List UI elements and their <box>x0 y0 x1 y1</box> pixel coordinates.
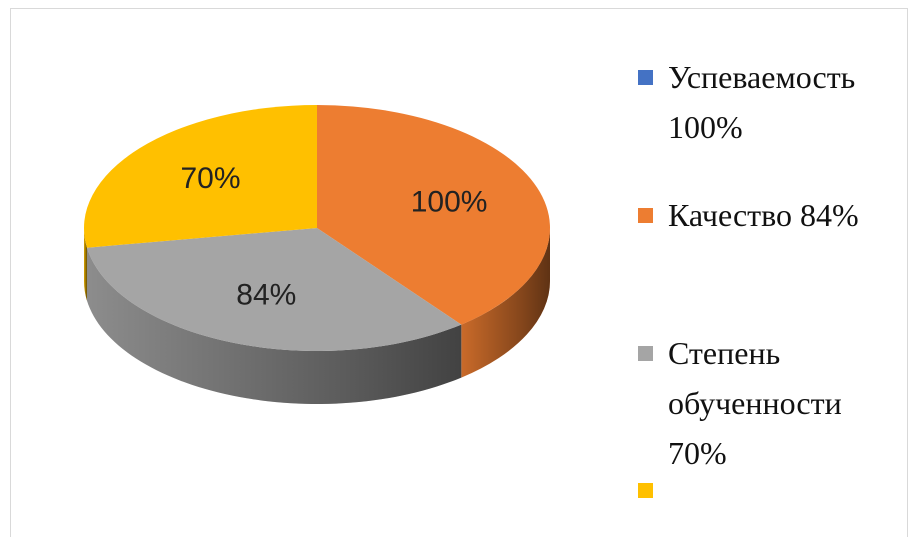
legend-label: Качество 84% <box>668 197 859 233</box>
pie-tops <box>83 104 550 351</box>
legend-marker <box>638 208 653 223</box>
slice <box>83 104 317 248</box>
slice-side <box>461 228 550 378</box>
data-labels: 100% 84% 70% <box>181 162 488 312</box>
data-label: 84% <box>236 279 296 312</box>
legend-marker <box>638 483 653 498</box>
pie-sides <box>84 228 550 405</box>
data-label: 70% <box>181 162 241 195</box>
slice-side <box>87 247 462 405</box>
slice-side-shade <box>87 247 462 405</box>
slice-side-shade <box>461 228 550 378</box>
legend-label: Успеваемость 100% <box>668 59 856 145</box>
legend-label: Степень обученности 70% <box>668 335 842 471</box>
slice <box>317 105 550 325</box>
data-label: 100% <box>411 186 488 219</box>
slice-side-shade <box>84 228 88 301</box>
slice <box>87 228 462 351</box>
legend-marker <box>638 346 653 361</box>
legend-marker <box>638 70 653 85</box>
slice-side <box>84 228 88 301</box>
